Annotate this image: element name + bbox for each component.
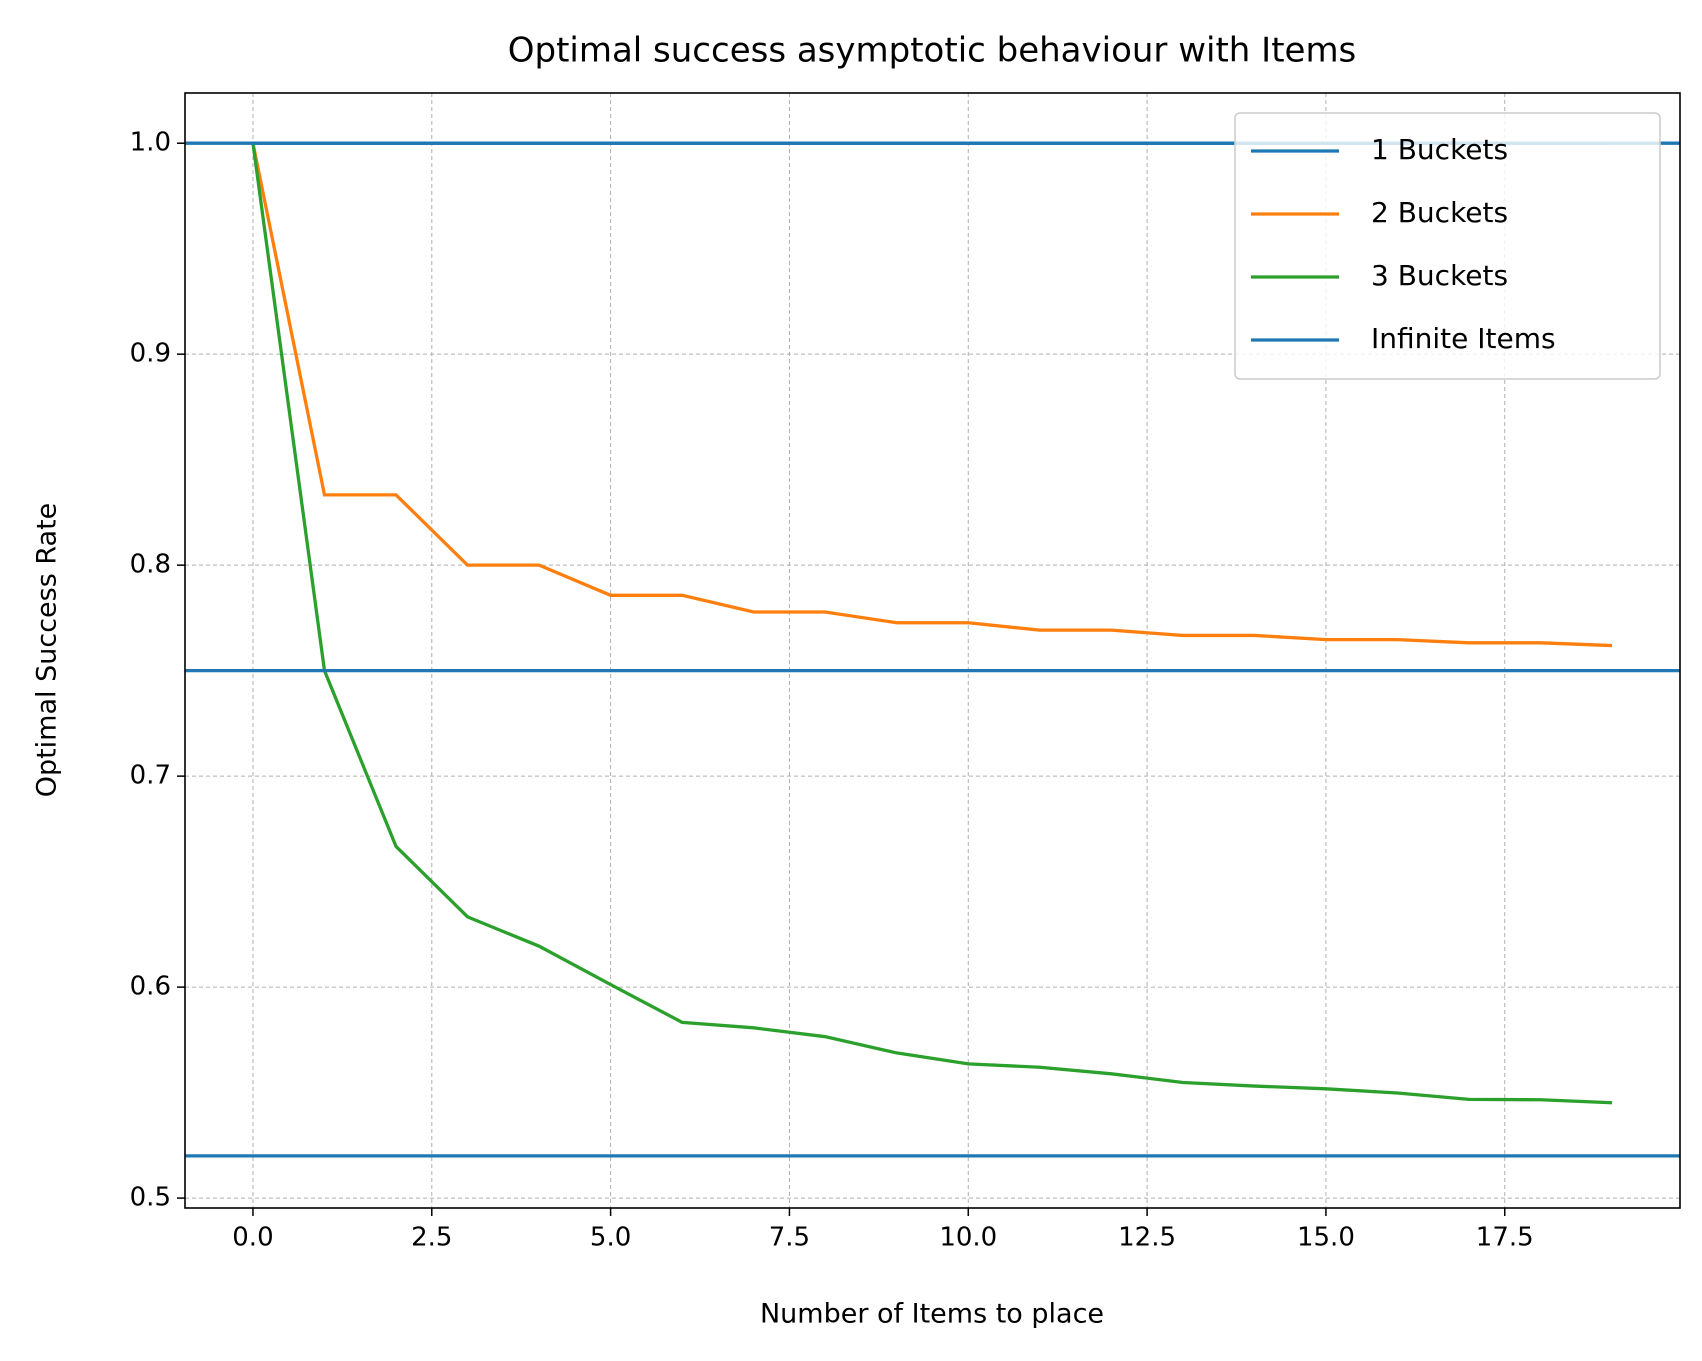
legend-box <box>1234 112 1661 380</box>
y-tick-label: 0.7 <box>130 761 171 791</box>
x-tick-label: 2.5 <box>411 1223 452 1253</box>
y-tick-label: 0.8 <box>130 550 171 580</box>
y-tick-label: 0.6 <box>130 972 171 1002</box>
x-axis-label: Number of Items to place <box>760 1299 1104 1330</box>
x-tick-label: 5.0 <box>590 1223 631 1253</box>
plot-frame <box>184 92 1681 1209</box>
legend-label: 2 Buckets <box>1371 196 1508 229</box>
x-tick-label: 10.0 <box>939 1223 997 1253</box>
legend-label: 1 Buckets <box>1371 133 1508 166</box>
x-tick-label: 7.5 <box>769 1223 810 1253</box>
data-line <box>251 142 1613 1105</box>
data-line <box>251 142 1613 648</box>
x-tick-label: 17.5 <box>1476 1223 1534 1253</box>
legend-label: 3 Buckets <box>1371 259 1508 292</box>
x-tick-label: 12.5 <box>1118 1223 1176 1253</box>
x-tick-label: 0.0 <box>232 1223 273 1253</box>
y-tick-label: 0.9 <box>130 339 171 369</box>
y-tick-label: 0.5 <box>130 1183 171 1213</box>
y-axis-label: Optimal Success Rate <box>32 503 63 798</box>
chart-title: Optimal success asymptotic behaviour wit… <box>508 31 1357 71</box>
y-tick-label: 1.0 <box>130 128 171 158</box>
x-tick-label: 15.0 <box>1297 1223 1355 1253</box>
legend-label: Infinite Items <box>1371 322 1556 355</box>
